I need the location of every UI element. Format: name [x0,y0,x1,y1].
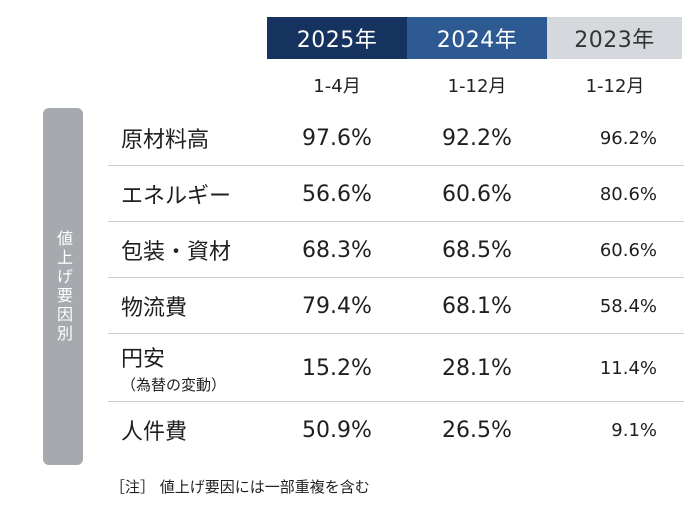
footnote: ［注］ 値上げ要因には一部重複を含む [110,478,370,496]
row-label-subtext: （為替の変動） [121,376,227,394]
value-cell: 60.6% [442,181,512,207]
value-cell: 97.6% [302,125,372,151]
column-header-label: 2024年 [436,28,518,53]
value-cell: 56.6% [302,181,372,207]
row-label: 物流費 [121,278,187,334]
value-cell: 15.2% [302,355,372,381]
row-label: 人件費 [121,402,187,458]
row-divider [108,401,684,402]
value-cell: 11.4% [599,357,657,379]
row-label: 原材料高 [121,110,209,166]
value-cell: 50.9% [302,417,372,443]
value-cell: 26.5% [442,417,512,443]
row-divider [108,277,684,278]
value-cell: 28.1% [442,355,512,381]
value-cell: 60.6% [599,239,657,261]
value-cell: 79.4% [302,293,372,319]
value-cell: 80.6% [599,183,657,205]
row-label-text: エネルギー [121,184,232,209]
column-header-2025: 2025年 [267,17,407,59]
row-label: 円安 （為替の変動） [121,334,226,402]
column-header-2024: 2024年 [407,17,547,59]
period-label-2023: 1-12月 [585,76,645,97]
value-cell: 9.1% [611,419,657,441]
value-cell: 68.1% [442,293,512,319]
column-header-label: 2025年 [296,28,378,53]
row-group-label: 値上げ要因別 [54,229,73,344]
row-label-text: 人件費 [121,420,188,445]
period-label-2025: 1-4月 [313,76,361,97]
row-label-text: 物流費 [121,296,188,321]
row-divider [108,333,684,334]
value-cell: 92.2% [442,125,512,151]
row-label-text: 包装・資材 [121,240,232,265]
row-label: エネルギー [121,166,231,222]
value-cell: 96.2% [599,127,657,149]
value-cell: 68.3% [302,237,372,263]
row-group-label-box: 値上げ要因別 [43,108,83,465]
row-divider [108,165,684,166]
row-label-text: 原材料高 [121,128,210,153]
row-label: 包装・資材 [121,222,231,278]
row-label-text: 円安 [121,347,166,372]
row-divider [108,221,684,222]
period-label-2024: 1-12月 [447,76,507,97]
value-cell: 68.5% [442,237,512,263]
column-header-label: 2023年 [574,28,655,53]
column-header-2023: 2023年 [547,17,682,59]
value-cell: 58.4% [599,295,657,317]
